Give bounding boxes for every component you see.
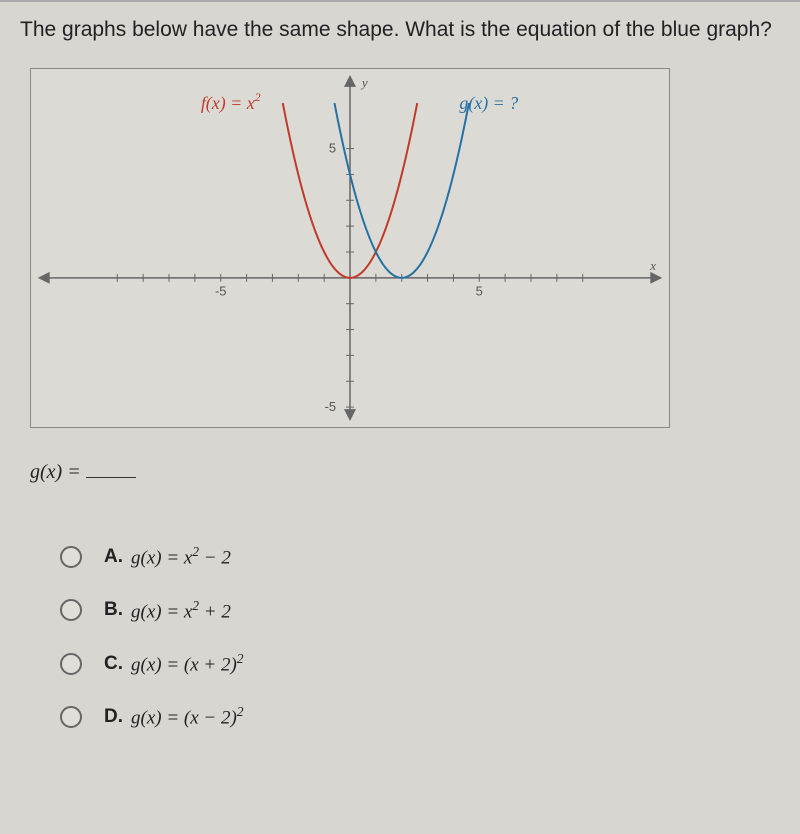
svg-text:x: x — [649, 258, 656, 273]
option-letter: C. — [104, 653, 123, 675]
radio-a[interactable] — [60, 546, 82, 568]
option-letter: B. — [104, 599, 123, 621]
svg-text:f(x) = x2: f(x) = x2 — [201, 90, 261, 114]
option-a[interactable]: A. g(x) = x2 − 2 — [60, 544, 780, 569]
radio-b[interactable] — [60, 599, 82, 621]
radio-c[interactable] — [60, 653, 82, 675]
radio-d[interactable] — [60, 706, 82, 728]
prompt-prefix: g(x) = — [30, 461, 86, 483]
answer-prompt: g(x) = — [30, 458, 780, 484]
options-list: A. g(x) = x2 − 2 B. g(x) = x2 + 2 C. g(x) = (… — [60, 544, 780, 729]
option-math: g(x) = (x − 2)2 — [131, 704, 243, 729]
graph-svg: -5 5 5 -5 x y f(x) = x2 g(x) = ? — [31, 69, 669, 427]
svg-text:-5: -5 — [215, 284, 226, 299]
option-letter: D. — [104, 706, 123, 728]
option-letter: A. — [104, 546, 123, 568]
option-math: g(x) = (x + 2)2 — [131, 651, 243, 676]
option-b[interactable]: B. g(x) = x2 + 2 — [60, 598, 780, 623]
svg-text:g(x) = ?: g(x) = ? — [459, 93, 518, 114]
option-math: g(x) = x2 − 2 — [131, 544, 231, 569]
svg-text:y: y — [360, 75, 368, 90]
svg-text:5: 5 — [476, 284, 483, 299]
svg-text:-5: -5 — [325, 399, 336, 414]
svg-text:5: 5 — [329, 141, 336, 156]
option-math: g(x) = x2 + 2 — [131, 598, 231, 623]
answer-blank — [86, 458, 136, 478]
top-divider — [0, 0, 800, 2]
question-text: The graphs below have the same shape. Wh… — [20, 16, 780, 44]
option-d[interactable]: D. g(x) = (x − 2)2 — [60, 704, 780, 729]
option-c[interactable]: C. g(x) = (x + 2)2 — [60, 651, 780, 676]
graph-container: -5 5 5 -5 x y f(x) = x2 g(x) = ? — [30, 68, 670, 428]
